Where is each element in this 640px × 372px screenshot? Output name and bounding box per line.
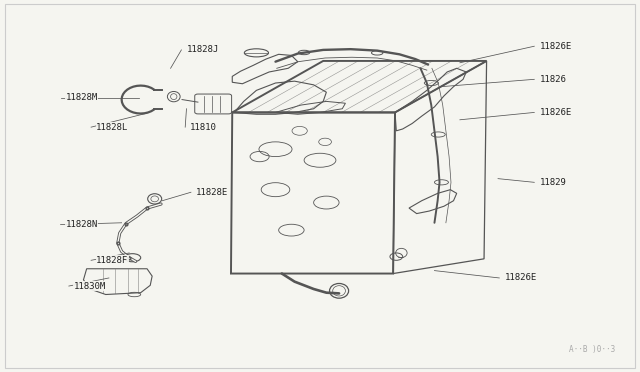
Text: 11826E: 11826E — [540, 108, 572, 117]
Text: 11826E: 11826E — [504, 273, 537, 282]
Text: 11828J: 11828J — [186, 45, 219, 54]
Text: 11830M: 11830M — [74, 282, 106, 291]
Text: 11810: 11810 — [190, 123, 217, 132]
Text: 11826E: 11826E — [540, 42, 572, 51]
Text: 11828L: 11828L — [96, 123, 129, 132]
Text: 11829: 11829 — [540, 178, 566, 187]
Text: A··B )0··3: A··B )0··3 — [570, 346, 616, 355]
Text: 11826: 11826 — [540, 75, 566, 84]
Text: 11828N: 11828N — [66, 220, 98, 229]
Text: 11828F: 11828F — [96, 256, 129, 265]
Text: 11828M: 11828M — [66, 93, 98, 102]
Text: 11828E: 11828E — [196, 188, 228, 197]
